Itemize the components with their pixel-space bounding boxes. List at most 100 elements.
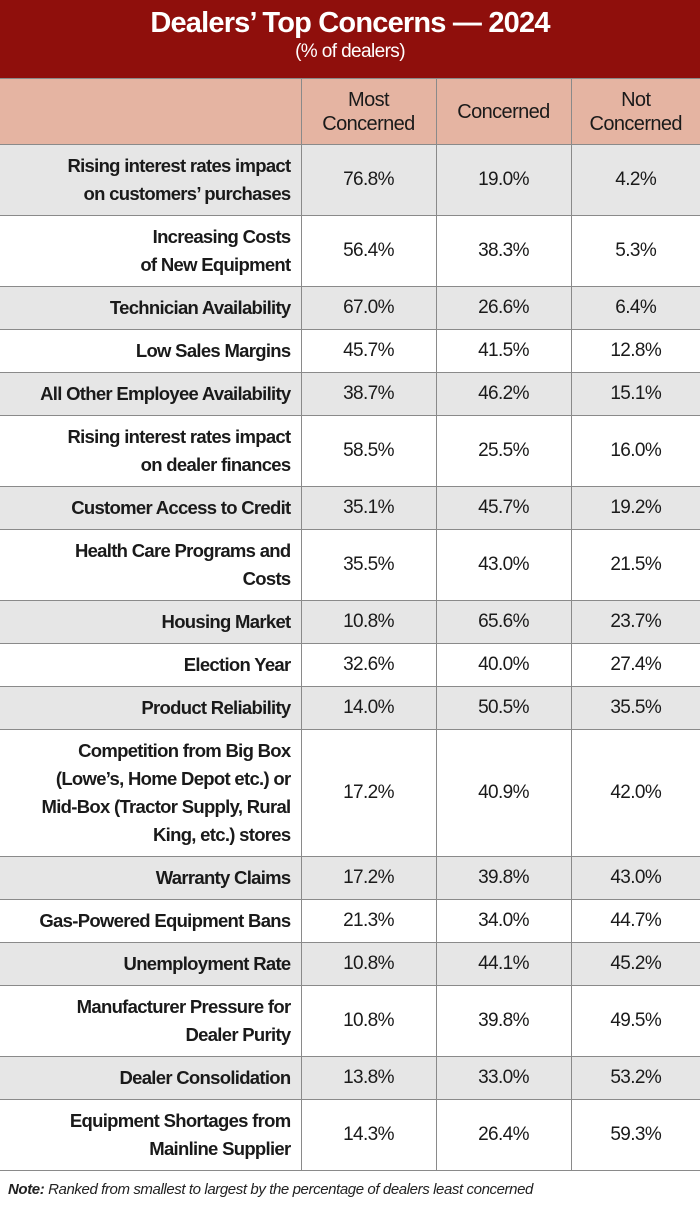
cell-concerned: 50.5%	[435, 686, 572, 730]
cell-concerned: 43.0%	[435, 529, 572, 601]
table-row: Increasing Costs of New Equipment 56.4% 38.…	[0, 215, 700, 287]
table-row: Housing Market 10.8% 65.6% 23.7%	[0, 600, 700, 644]
cell-concerned: 40.9%	[435, 729, 572, 857]
table-row: Manufacturer Pressure for Dealer Purity 10…	[0, 985, 700, 1057]
cell-concerned: 26.4%	[435, 1099, 572, 1171]
cell-concerned: 39.8%	[435, 856, 572, 900]
cell-concerned: 34.0%	[435, 899, 572, 943]
cell-concerned: 33.0%	[435, 1056, 572, 1100]
row-label: Product Reliability	[0, 686, 302, 730]
cell-concerned: 38.3%	[435, 215, 572, 287]
cell-most-concerned: 17.2%	[300, 729, 437, 857]
cell-concerned: 39.8%	[435, 985, 572, 1057]
cell-most-concerned: 10.8%	[300, 942, 437, 986]
table-title-banner: Dealers’ Top Concerns — 2024 (% of deale…	[0, 0, 700, 78]
cell-most-concerned: 32.6%	[300, 643, 437, 687]
column-header-text: Most Concerned	[322, 88, 415, 135]
row-label: Dealer Consolidation	[0, 1056, 302, 1100]
cell-not-concerned: 5.3%	[570, 215, 700, 287]
column-header-label	[0, 78, 302, 145]
cell-not-concerned: 59.3%	[570, 1099, 700, 1171]
table-row: Rising interest rates impact on dealer fi…	[0, 415, 700, 487]
cell-concerned: 44.1%	[435, 942, 572, 986]
table-row: Rising interest rates impact on customers…	[0, 144, 700, 216]
cell-most-concerned: 10.8%	[300, 985, 437, 1057]
cell-not-concerned: 53.2%	[570, 1056, 700, 1100]
cell-not-concerned: 12.8%	[570, 329, 700, 373]
row-label: Election Year	[0, 643, 302, 687]
cell-concerned: 41.5%	[435, 329, 572, 373]
table-row: Low Sales Margins 45.7% 41.5% 12.8%	[0, 329, 700, 373]
cell-most-concerned: 58.5%	[300, 415, 437, 487]
column-header-row: Most Concerned Concerned Not Concerned	[0, 78, 700, 145]
column-header-concerned: Concerned	[435, 78, 572, 145]
cell-most-concerned: 21.3%	[300, 899, 437, 943]
row-label: Technician Availability	[0, 286, 302, 330]
cell-concerned: 40.0%	[435, 643, 572, 687]
cell-not-concerned: 43.0%	[570, 856, 700, 900]
footnote-label: Note:	[8, 1181, 45, 1198]
cell-most-concerned: 13.8%	[300, 1056, 437, 1100]
cell-most-concerned: 35.5%	[300, 529, 437, 601]
row-label: Housing Market	[0, 600, 302, 644]
row-label: Manufacturer Pressure for Dealer Purity	[0, 985, 302, 1057]
cell-not-concerned: 42.0%	[570, 729, 700, 857]
row-label: Health Care Programs and Costs	[0, 529, 302, 601]
column-header-text: Not Concerned	[589, 88, 683, 135]
footnote: Note: Ranked from smallest to largest by…	[0, 1171, 700, 1208]
cell-most-concerned: 76.8%	[300, 144, 437, 216]
cell-not-concerned: 49.5%	[570, 985, 700, 1057]
cell-not-concerned: 44.7%	[570, 899, 700, 943]
table-row: Election Year 32.6% 40.0% 27.4%	[0, 643, 700, 687]
cell-not-concerned: 4.2%	[570, 144, 700, 216]
row-label: Warranty Claims	[0, 856, 302, 900]
cell-concerned: 45.7%	[435, 486, 572, 530]
row-label: Competition from Big Box (Lowe’s, Home De…	[0, 729, 302, 857]
cell-concerned: 25.5%	[435, 415, 572, 487]
table-row: Health Care Programs and Costs 35.5% 43.0% 2…	[0, 529, 700, 601]
cell-most-concerned: 38.7%	[300, 372, 437, 416]
cell-concerned: 19.0%	[435, 144, 572, 216]
row-label: Rising interest rates impact on dealer fi…	[0, 415, 302, 487]
cell-most-concerned: 45.7%	[300, 329, 437, 373]
cell-most-concerned: 14.3%	[300, 1099, 437, 1171]
row-label: Rising interest rates impact on customers…	[0, 144, 302, 216]
row-label: Customer Access to Credit	[0, 486, 302, 530]
table-row: Competition from Big Box (Lowe’s, Home De…	[0, 729, 700, 857]
table-row: Customer Access to Credit 35.1% 45.7% 19.2%	[0, 486, 700, 530]
footnote-text: Ranked from smallest to largest by the p…	[44, 1181, 533, 1198]
row-label: Increasing Costs of New Equipment	[0, 215, 302, 287]
cell-not-concerned: 23.7%	[570, 600, 700, 644]
cell-not-concerned: 45.2%	[570, 942, 700, 986]
table-title: Dealers’ Top Concerns — 2024	[150, 7, 550, 39]
table-row: Equipment Shortages from Mainline Supplie…	[0, 1099, 700, 1171]
cell-concerned: 46.2%	[435, 372, 572, 416]
cell-most-concerned: 10.8%	[300, 600, 437, 644]
table-row: Technician Availability 67.0% 26.6% 6.4%	[0, 286, 700, 330]
table-row: Gas-Powered Equipment Bans 21.3% 34.0% 44.7…	[0, 899, 700, 943]
cell-most-concerned: 14.0%	[300, 686, 437, 730]
cell-not-concerned: 27.4%	[570, 643, 700, 687]
column-header-not-concerned: Not Concerned	[570, 78, 700, 145]
cell-concerned: 65.6%	[435, 600, 572, 644]
row-label: Gas-Powered Equipment Bans	[0, 899, 302, 943]
cell-not-concerned: 16.0%	[570, 415, 700, 487]
row-label: Equipment Shortages from Mainline Supplie…	[0, 1099, 302, 1171]
cell-not-concerned: 35.5%	[570, 686, 700, 730]
cell-most-concerned: 56.4%	[300, 215, 437, 287]
table-subtitle: (% of dealers)	[295, 41, 405, 62]
cell-not-concerned: 6.4%	[570, 286, 700, 330]
table-row: All Other Employee Availability 38.7% 46.2…	[0, 372, 700, 416]
cell-not-concerned: 15.1%	[570, 372, 700, 416]
table-row: Product Reliability 14.0% 50.5% 35.5%	[0, 686, 700, 730]
cell-most-concerned: 35.1%	[300, 486, 437, 530]
column-header-most-concerned: Most Concerned	[300, 78, 437, 145]
row-label: Low Sales Margins	[0, 329, 302, 373]
cell-not-concerned: 19.2%	[570, 486, 700, 530]
table-row: Warranty Claims 17.2% 39.8% 43.0%	[0, 856, 700, 900]
cell-concerned: 26.6%	[435, 286, 572, 330]
concerns-table: Most Concerned Concerned Not Concerned Ris…	[0, 78, 700, 1171]
cell-not-concerned: 21.5%	[570, 529, 700, 601]
table-row: Dealer Consolidation 13.8% 33.0% 53.2%	[0, 1056, 700, 1100]
cell-most-concerned: 17.2%	[300, 856, 437, 900]
